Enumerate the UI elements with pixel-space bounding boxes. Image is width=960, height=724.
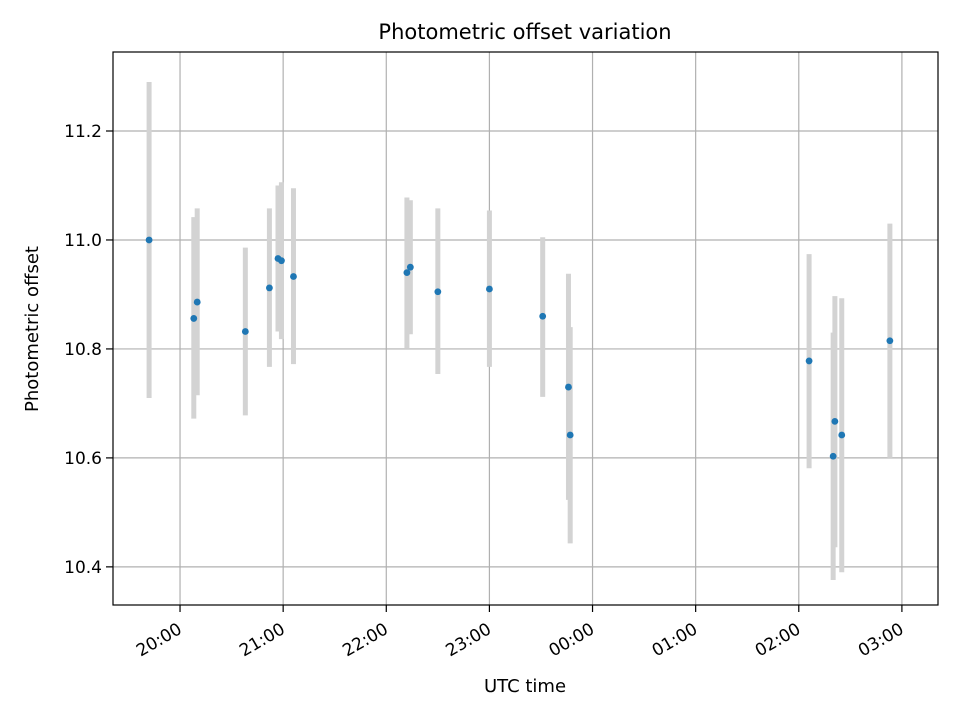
data-point [266,284,273,292]
data-point [486,285,493,293]
grid [113,52,938,605]
y-tick-label: 10.4 [64,558,102,578]
y-tick-label: 11.2 [64,122,102,142]
data-point [886,337,894,345]
plot-frame [112,51,939,606]
data-point [290,273,297,280]
data-points [145,236,894,460]
chart-title: Photometric offset variation [378,20,671,44]
data-point [193,298,201,306]
y-tick-label: 10.6 [64,449,102,469]
x-axis-label: UTC time [484,676,566,697]
data-point [190,315,198,322]
data-point [434,288,442,296]
data-point [805,357,813,365]
data-point [403,269,411,277]
data-point [406,263,414,271]
data-point [145,236,153,244]
data-point [829,452,837,460]
data-point [566,431,574,439]
data-point [278,257,285,265]
data-point [831,417,839,425]
data-point [838,431,846,439]
y-axis-label: Photometric offset [22,246,43,412]
y-axis-ticks: 10.4 10.6 10.8 11.0 11.2 [64,122,113,578]
data-point [241,328,249,335]
data-point [565,383,572,391]
y-tick-label: 11.0 [64,231,102,251]
y-tick-label: 10.8 [64,340,102,360]
data-point [539,312,547,320]
